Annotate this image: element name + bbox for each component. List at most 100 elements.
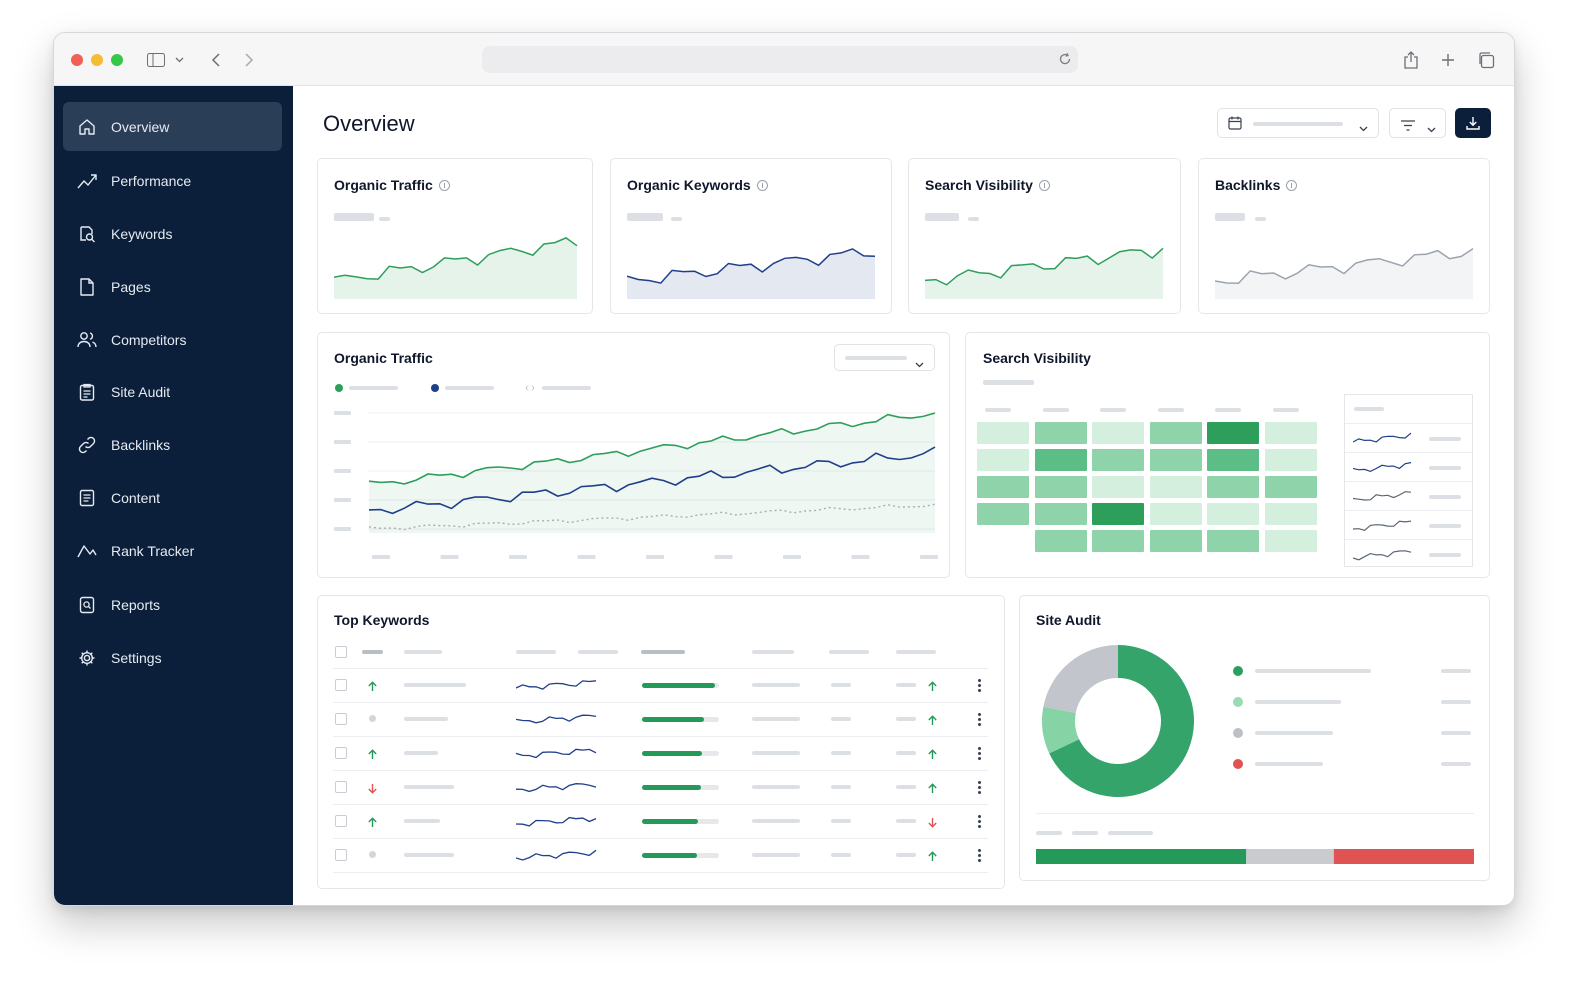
- site-audit-donut-chart: [1042, 645, 1194, 797]
- row-menu-icon[interactable]: [977, 780, 981, 794]
- keyword-trend-sparkline: [516, 816, 597, 827]
- heatmap-cell: [1207, 530, 1259, 552]
- link-icon: [77, 435, 97, 455]
- sidebar-item-label: Content: [111, 489, 161, 506]
- organic-traffic-chart-card: Organic Traffic: [317, 332, 950, 578]
- kpi-card-search-visibility[interactable]: Search Visibility: [908, 158, 1181, 314]
- sidebar-item-overview[interactable]: Overview: [63, 102, 282, 151]
- search-visibility-card: Search Visibility: [965, 332, 1490, 578]
- sidebar-item-keywords[interactable]: Keywords: [63, 209, 282, 258]
- visibility-trend-table: [1344, 394, 1473, 567]
- reload-icon[interactable]: [1058, 52, 1072, 71]
- row-menu-icon[interactable]: [977, 848, 981, 862]
- back-icon[interactable]: [205, 49, 227, 71]
- sidebar-item-content[interactable]: Content: [63, 473, 282, 522]
- zoom-window-button[interactable]: [111, 54, 123, 66]
- heatmap-cell: [977, 422, 1029, 444]
- table-row[interactable]: [318, 838, 1006, 872]
- sidebar-item-performance[interactable]: Performance: [63, 156, 282, 205]
- row-checkbox[interactable]: [335, 815, 347, 827]
- legend-dot: [1233, 697, 1243, 707]
- keyword-score-bar: [642, 785, 719, 790]
- sidebar-item-rank-tracker[interactable]: Rank Tracker: [63, 526, 282, 575]
- gear-icon: [77, 648, 97, 668]
- row-menu-icon[interactable]: [977, 678, 981, 692]
- sidebar-item-label: Performance: [111, 172, 192, 189]
- download-button[interactable]: [1455, 108, 1491, 138]
- sidebar-item-pages[interactable]: Pages: [63, 262, 282, 311]
- forward-icon[interactable]: [238, 49, 260, 71]
- select-all-checkbox[interactable]: [335, 646, 347, 658]
- sidebar-toggle-icon[interactable]: [145, 49, 167, 71]
- browser-window: Overview Performance Keywords Pages Comp…: [53, 32, 1515, 906]
- keyword-trend-sparkline: [516, 783, 597, 793]
- kpi-card-backlinks[interactable]: Backlinks: [1198, 158, 1490, 314]
- kpi-card-organic-traffic[interactable]: Organic Traffic: [317, 158, 593, 314]
- address-bar[interactable]: [482, 46, 1078, 73]
- arrow-up-icon: [367, 815, 378, 833]
- document-icon: [77, 488, 97, 508]
- kpi-card-organic-keywords[interactable]: Organic Keywords: [610, 158, 892, 314]
- sparkline-organic-traffic: [334, 237, 578, 299]
- date-range-select[interactable]: [1217, 108, 1379, 138]
- table-row[interactable]: [318, 702, 1006, 736]
- table-row[interactable]: [318, 736, 1006, 770]
- heatmap-cell: [1034, 449, 1087, 471]
- card-title: Site Audit: [1036, 612, 1101, 628]
- heatmap-cell: [1092, 503, 1144, 525]
- heatmap-cell: [1034, 422, 1087, 444]
- new-tab-icon[interactable]: [1437, 49, 1459, 71]
- chart-metric-select[interactable]: [834, 344, 935, 371]
- kpi-title: Search Visibility: [925, 177, 1050, 193]
- sparkline-backlinks: [1215, 247, 1474, 299]
- legend-dot: [1233, 759, 1243, 769]
- row-checkbox[interactable]: [335, 849, 347, 861]
- filter-button[interactable]: [1389, 108, 1446, 138]
- minimize-window-button[interactable]: [91, 54, 103, 66]
- heatmap-cell: [1092, 476, 1144, 498]
- heatmap-cell: [977, 530, 1029, 552]
- share-icon[interactable]: [1400, 49, 1422, 71]
- chevron-down-icon[interactable]: [172, 49, 186, 71]
- row-checkbox[interactable]: [335, 747, 347, 759]
- tab-overview-icon[interactable]: [1475, 49, 1497, 71]
- row-checkbox[interactable]: [335, 713, 347, 725]
- donut-segment: [1043, 645, 1118, 713]
- heatmap-cell: [1149, 530, 1202, 552]
- row-menu-icon[interactable]: [977, 712, 981, 726]
- row-checkbox[interactable]: [335, 679, 347, 691]
- sidebar-item-site-audit[interactable]: Site Audit: [63, 367, 282, 416]
- keyword-score-bar: [642, 853, 719, 858]
- arrow-up-icon: [367, 747, 378, 765]
- close-window-button[interactable]: [71, 54, 83, 66]
- sidebar-item-competitors[interactable]: Competitors: [63, 315, 282, 364]
- sidebar-item-settings[interactable]: Settings: [63, 633, 282, 682]
- heatmap-cell: [1149, 476, 1202, 498]
- keyword-score-bar: [642, 819, 719, 824]
- trend-row: [1345, 539, 1472, 568]
- chart-title: Organic Traffic: [334, 350, 433, 366]
- sidebar-item-label: Competitors: [111, 331, 187, 348]
- sidebar-item-label: Keywords: [111, 225, 173, 242]
- table-row[interactable]: [318, 668, 1006, 702]
- table-row[interactable]: [318, 804, 1006, 838]
- row-checkbox[interactable]: [335, 781, 347, 793]
- row-menu-icon[interactable]: [977, 814, 981, 828]
- chevron-down-icon: [1359, 119, 1368, 137]
- status-bar-segment: [1036, 849, 1247, 864]
- row-menu-icon[interactable]: [977, 746, 981, 760]
- sidebar-item-reports[interactable]: Reports: [63, 580, 282, 629]
- sidebar-item-label: Backlinks: [111, 436, 171, 453]
- heatmap-cell: [1034, 530, 1087, 552]
- sidebar: Overview Performance Keywords Pages Comp…: [54, 86, 293, 905]
- table-row[interactable]: [318, 770, 1006, 804]
- heatmap-cell: [1149, 449, 1202, 471]
- donut-segment: [1049, 645, 1194, 797]
- chevron-down-icon: [1427, 120, 1436, 138]
- status-bar-segment: [1246, 849, 1334, 864]
- kpi-title: Organic Keywords: [627, 177, 768, 193]
- kpi-title: Backlinks: [1215, 177, 1298, 193]
- sidebar-item-backlinks[interactable]: Backlinks: [63, 420, 282, 469]
- sidebar-item-label: Overview: [111, 118, 170, 135]
- trend-row: [1345, 452, 1472, 481]
